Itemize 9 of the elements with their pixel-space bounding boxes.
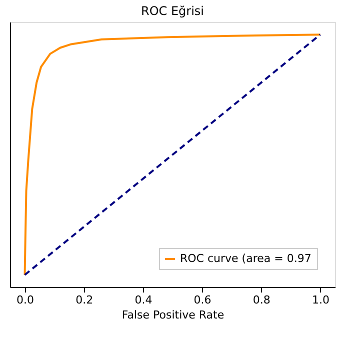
x-tick-label: 0.0 [16, 294, 34, 306]
legend-label: ROC curve (area = 0.97 [180, 252, 312, 265]
x-tick-label: 0.6 [194, 294, 212, 306]
x-axis-title: False Positive Rate [122, 308, 224, 322]
x-tick-label: 1.0 [312, 294, 330, 306]
x-tick-label: 0.4 [134, 294, 152, 306]
x-tick-label: 0.8 [252, 294, 270, 306]
chart-title: ROC Eğrisi [140, 4, 204, 18]
x-tick-label: 0.2 [76, 294, 94, 306]
